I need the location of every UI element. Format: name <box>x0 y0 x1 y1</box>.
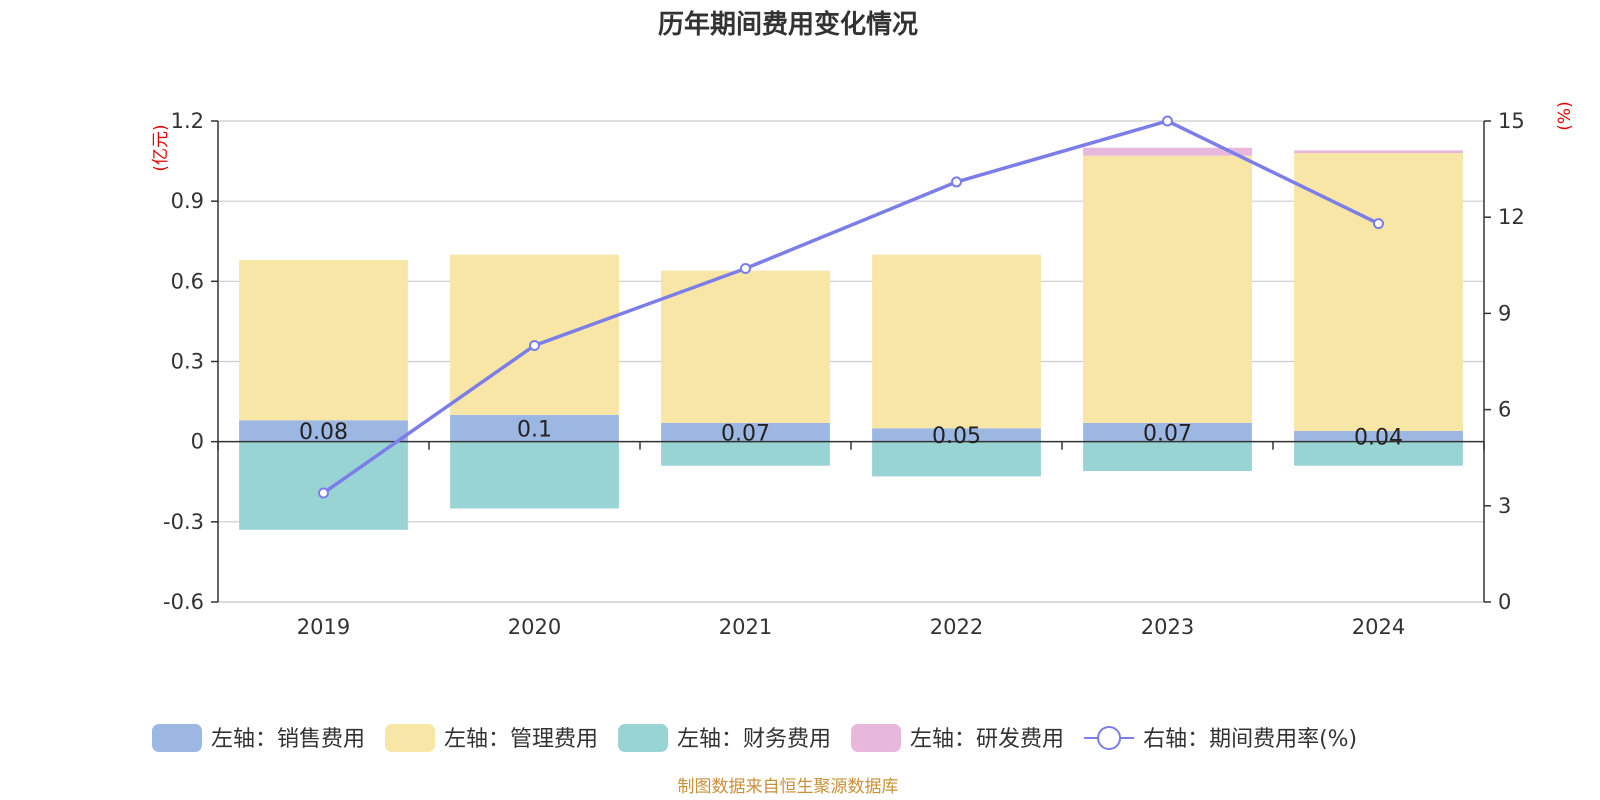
grid-lines <box>218 120 1484 603</box>
bar-segment <box>872 254 1041 429</box>
bar-layer <box>239 147 1463 530</box>
right-tick-label: 12 <box>1498 205 1525 229</box>
legend-label: 左轴：财务费用 <box>677 727 831 752</box>
bar-segment <box>450 441 619 509</box>
category-label: 2021 <box>719 615 772 639</box>
line-point <box>740 263 751 275</box>
line-point <box>951 176 962 188</box>
bar-segment <box>1083 422 1252 442</box>
bar-segment <box>1083 441 1252 472</box>
category-label: 2019 <box>297 615 350 639</box>
left-tick-label: -0.6 <box>163 590 204 614</box>
bar-data-label: 0.08 <box>299 420 348 445</box>
bar-data-label: 0.1 <box>517 417 552 442</box>
right-tick-label: 9 <box>1498 301 1511 325</box>
bar-segment <box>1294 430 1463 442</box>
legend-label: 左轴：管理费用 <box>444 727 598 752</box>
bar-segment <box>1294 153 1463 431</box>
left-tick-label: 1.2 <box>171 109 204 133</box>
right-tick-label: 6 <box>1498 398 1511 422</box>
bar-segment <box>450 414 619 442</box>
source-note: 制图数据来自恒生聚源数据库 <box>678 777 899 797</box>
bar-segment <box>661 270 830 423</box>
left-axis-unit: (亿元) <box>151 124 171 171</box>
bar-segment <box>1083 155 1252 423</box>
axis-layer: -0.6 -0.3 0 0.3 0.6 0.9 1.2 0 3 6 9 12 15 2019 2020 202… <box>163 109 1525 639</box>
legend-marker <box>1097 726 1122 750</box>
category-label: 2020 <box>508 615 561 639</box>
bar-segment <box>1294 150 1463 154</box>
left-tick-label: 0.3 <box>171 350 204 374</box>
right-tick-label: 15 <box>1498 109 1525 133</box>
right-tick-label: 0 <box>1498 590 1511 614</box>
legend-label: 左轴：研发费用 <box>910 727 1064 752</box>
right-axis-unit: (%) <box>1555 101 1575 130</box>
bar-data-label: 0.05 <box>932 424 981 449</box>
category-label: 2022 <box>930 615 983 639</box>
legend: 左轴：销售费用 左轴：管理费用 左轴：财务费用 左轴：研发费用 右轴：期间费用率(%) <box>152 724 1357 752</box>
line-point <box>529 339 540 351</box>
data-label-layer: 0.08 0.1 0.07 0.05 0.07 0.04 <box>299 417 1403 450</box>
line-point <box>1373 218 1384 230</box>
legend-swatch <box>851 724 902 752</box>
bar-segment <box>239 259 408 421</box>
left-tick-label: -0.3 <box>163 510 204 534</box>
legend-swatch <box>618 724 669 752</box>
legend-label: 右轴：期间费用率(%) <box>1143 727 1357 752</box>
category-label: 2023 <box>1141 615 1194 639</box>
left-tick-label: 0.6 <box>171 269 204 293</box>
line-point <box>1162 115 1173 127</box>
bar-data-label: 0.04 <box>1354 425 1403 450</box>
bar-segment <box>1083 147 1252 156</box>
legend-swatch <box>152 724 202 752</box>
bar-segment <box>239 441 408 530</box>
bar-segment <box>450 254 619 415</box>
left-tick-label: 0 <box>191 430 204 454</box>
line-layer <box>318 115 1384 499</box>
bar-segment <box>1294 441 1463 466</box>
line-series <box>322 119 1380 495</box>
legend-swatch <box>385 724 436 752</box>
bar-segment <box>239 420 408 442</box>
bar-segment <box>661 422 830 442</box>
bar-data-label: 0.07 <box>721 421 770 446</box>
bar-segment <box>872 441 1041 477</box>
bar-data-label: 0.07 <box>1143 421 1192 446</box>
bar-segment <box>661 441 830 466</box>
category-label: 2024 <box>1352 615 1405 639</box>
line-point <box>318 487 329 499</box>
bar-segment <box>872 428 1041 442</box>
right-tick-label: 3 <box>1498 494 1511 518</box>
left-tick-label: 0.9 <box>171 189 204 213</box>
chart-title: 历年期间费用变化情况 <box>658 9 918 40</box>
legend-label: 左轴：销售费用 <box>211 727 365 752</box>
